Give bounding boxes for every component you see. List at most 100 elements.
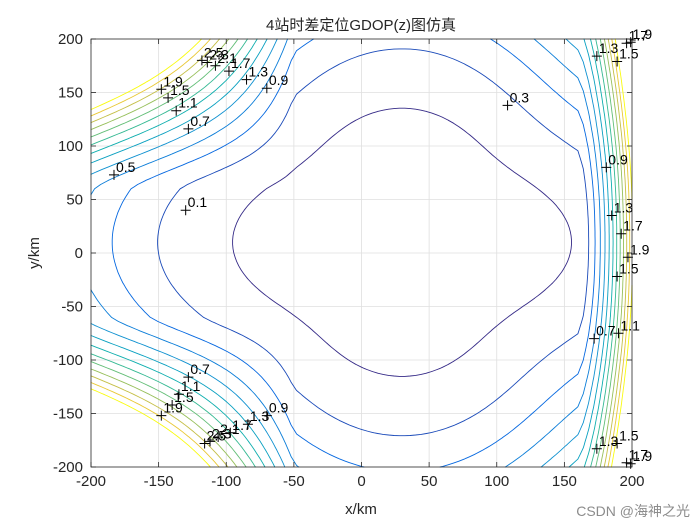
contour-label-marker (180, 205, 191, 216)
contour-level-line (90, 38, 621, 468)
contour-label-marker (173, 389, 184, 400)
contour-label-marker (612, 438, 623, 449)
contour-level-line (90, 38, 601, 468)
contour-label-marker (205, 436, 216, 447)
contour-label-marker (621, 457, 632, 468)
contour-label-marker (223, 66, 234, 77)
contour-label-marker (261, 83, 272, 94)
contour-label: 0.1 (188, 194, 208, 210)
x-axis-label: x/km (345, 501, 377, 518)
contour-label-marker (589, 333, 600, 344)
contour-label-marker (199, 438, 210, 449)
contour-label-marker (156, 410, 167, 421)
y-tick-label: 150 (58, 85, 83, 102)
x-tick-label: 50 (421, 473, 438, 490)
contour-level-line (232, 107, 572, 377)
contour-label: 1.5 (174, 389, 194, 405)
contour-label: 1.9 (163, 400, 183, 416)
contour-label: 0.5 (116, 159, 136, 175)
contour-label-marker (613, 328, 624, 339)
y-tick-label: 100 (58, 138, 83, 155)
contour-label: 1.9 (633, 448, 653, 464)
contour-label: 1.1 (181, 378, 201, 394)
contour-label-marker (591, 443, 602, 454)
contour-label: 2.5 (207, 427, 227, 443)
contour-label: 1.3 (599, 40, 619, 56)
contour-label: 1.3 (250, 408, 270, 424)
contour-level-line (111, 38, 596, 468)
x-tick-label: 200 (619, 473, 644, 490)
y-tick-label: -200 (53, 459, 83, 476)
contour-label: 0.3 (510, 89, 530, 105)
contour-label-marker (241, 74, 252, 85)
contour-label-marker (213, 432, 224, 443)
contour-label: 1.1 (178, 95, 198, 111)
contour-label: 1.7 (629, 447, 649, 463)
contour-label-marker (591, 51, 602, 62)
contour-lines (90, 38, 633, 468)
contour-label-marker (601, 162, 612, 173)
x-tick-label: 100 (484, 473, 509, 490)
contour-label: 2.1 (217, 50, 237, 66)
chart-title: 4站时差定位GDOP(z)图仿真 (266, 16, 456, 34)
contour-label: 1.3 (249, 64, 269, 80)
contour-label-marker (621, 38, 632, 49)
contour-label: 1.3 (614, 200, 634, 216)
watermark-text: CSDN @海神之光 (576, 503, 690, 519)
contour-label-marker (612, 56, 623, 67)
contour-label-marker (242, 419, 253, 430)
contour-label: 1.5 (619, 45, 639, 61)
contour-label: 2.1 (220, 421, 240, 437)
contour-label-marker (163, 92, 174, 103)
contour-label: 1.7 (629, 27, 649, 43)
contour-level-line (90, 38, 624, 468)
y-tick-label: 50 (66, 192, 83, 209)
contour-label: 1.9 (163, 73, 183, 89)
contour-label-marker (622, 252, 633, 263)
contour-level-line (90, 38, 628, 468)
contour-label: 1.1 (620, 317, 640, 333)
x-tick-label: -50 (283, 473, 305, 490)
contour-label-marker (261, 410, 272, 421)
contour-label-markers: 0.10.30.50.70.91.11.31.51.71.92.12.32.50… (108, 26, 653, 469)
x-tick-label: -150 (144, 473, 174, 490)
y-tick-label: -150 (53, 406, 83, 423)
contour-label-marker (616, 228, 627, 239)
x-tick-label: 0 (357, 473, 365, 490)
contour-label: 1.7 (231, 55, 251, 71)
contour-label: 0.9 (269, 400, 289, 416)
contour-label: 0.7 (190, 361, 210, 377)
contour-label: 0.7 (596, 323, 616, 339)
contour-label: 2.3 (209, 47, 229, 63)
y-tick-label: -50 (61, 299, 83, 316)
contour-label: 0.9 (269, 72, 289, 88)
contour-label: 1.7 (232, 417, 252, 433)
ticks: -200 -150 -100 -50 0 50 100 150 200 -200 -150 -100 -… (53, 31, 645, 490)
contour-label: 0.9 (608, 151, 628, 167)
contour-label-marker (171, 105, 182, 116)
contour-label: 1.5 (619, 261, 639, 277)
contour-label: 0.7 (190, 113, 210, 129)
contour-level-line (157, 48, 590, 437)
contour-level-line (90, 38, 618, 468)
x-tick-label: 150 (552, 473, 577, 490)
contour-label: 1.7 (623, 218, 643, 234)
contour-label: 1.5 (619, 427, 639, 443)
y-tick-label: -100 (53, 352, 83, 369)
contour-label-marker (196, 55, 207, 66)
contour-label: 1.9 (633, 26, 653, 42)
y-axis-label: y/km (26, 237, 43, 269)
contour-label-marker (210, 60, 221, 71)
contour-label-marker (183, 123, 194, 134)
contour-level-line (90, 38, 633, 468)
contour-label-marker (167, 399, 178, 410)
contour-label-marker (502, 100, 513, 111)
contour-label-marker (202, 57, 213, 68)
contour-level-line (90, 38, 606, 468)
contour-level-line (90, 38, 614, 468)
x-tick-label: -100 (211, 473, 241, 490)
grid (91, 39, 632, 467)
contour-label: 1.9 (630, 241, 650, 257)
